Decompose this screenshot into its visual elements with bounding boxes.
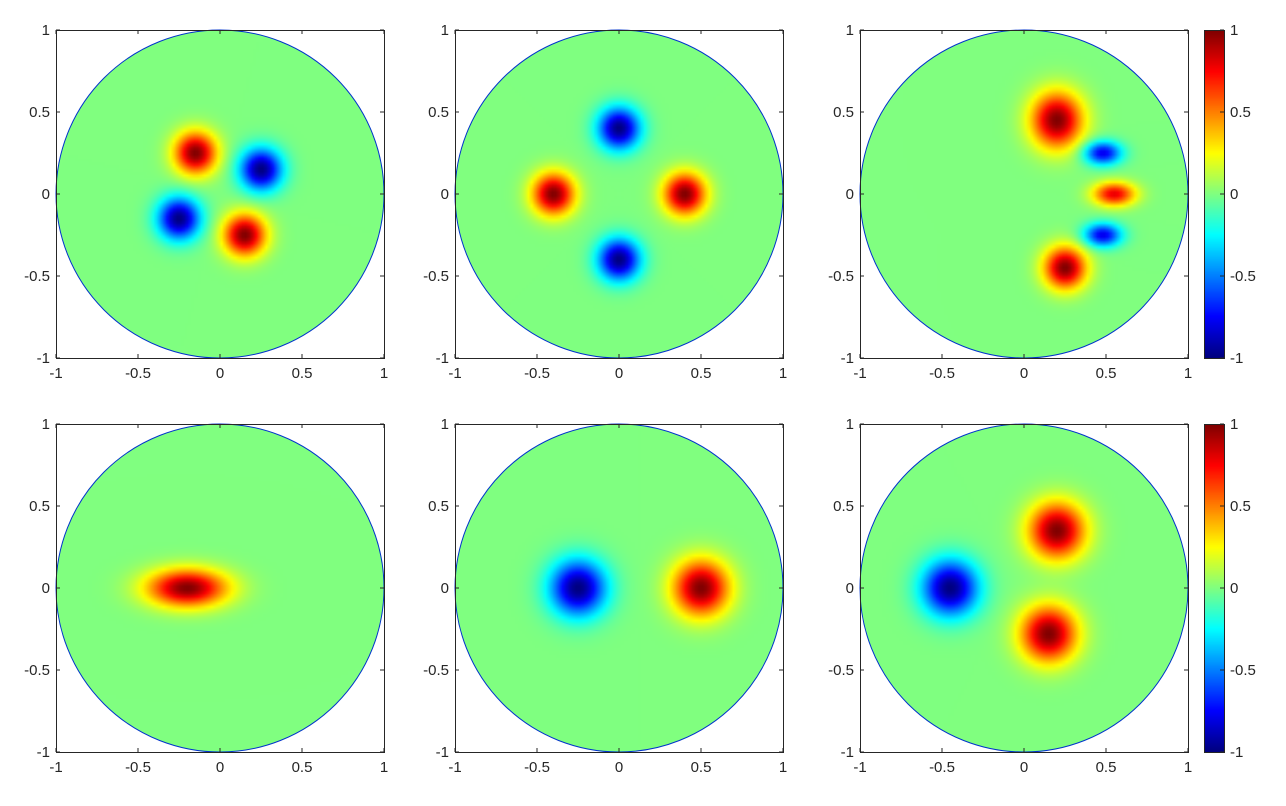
x-tick-label: 1 xyxy=(1184,365,1192,382)
colorbar-tick-label: 0 xyxy=(1230,580,1238,597)
colorbar-tick-label: -1 xyxy=(1230,744,1243,761)
colorbar-tick-label: -1 xyxy=(1230,350,1243,367)
colorbar-gradient xyxy=(1204,30,1224,358)
field-heatmap xyxy=(455,424,783,752)
y-tick-label: -0.5 xyxy=(24,662,50,679)
y-tick-label: 0 xyxy=(441,186,449,203)
y-tick-label: 0 xyxy=(42,186,50,203)
y-tick-label: 0 xyxy=(846,580,854,597)
x-tick-label: 0 xyxy=(216,759,224,776)
x-tick-label: -1 xyxy=(49,759,62,776)
field-heatmap xyxy=(56,424,384,752)
x-tick-label: -1 xyxy=(49,365,62,382)
x-tick-label: -0.5 xyxy=(125,759,151,776)
x-tick-label: 0 xyxy=(1020,759,1028,776)
colorbar-tick-label: -0.5 xyxy=(1230,662,1256,679)
field-heatmap xyxy=(860,30,1188,358)
colorbar-tick-label: 1 xyxy=(1230,416,1238,433)
colorbar-tick-label: -0.5 xyxy=(1230,268,1256,285)
x-tick-label: 0 xyxy=(615,365,623,382)
x-tick-label: 1 xyxy=(779,365,787,382)
y-tick-label: 0.5 xyxy=(833,104,854,121)
y-tick-label: 0.5 xyxy=(29,104,50,121)
y-tick-label: -0.5 xyxy=(828,268,854,285)
y-tick-label: 0.5 xyxy=(29,498,50,515)
y-tick-label: 0.5 xyxy=(833,498,854,515)
colorbar: 1 0.5 0 -0.5 -1 xyxy=(1204,416,1256,761)
colorbar-box xyxy=(1204,30,1225,359)
colorbar-tick-label: 0.5 xyxy=(1230,104,1251,121)
field-heatmap xyxy=(860,424,1188,752)
x-tick-label: 0.5 xyxy=(1096,759,1117,776)
x-tick-label: 0.5 xyxy=(691,759,712,776)
y-tick-label: -1 xyxy=(37,350,50,367)
x-tick-label: -0.5 xyxy=(524,365,550,382)
y-tick-label: 0 xyxy=(42,580,50,597)
y-tick-label: 0 xyxy=(846,186,854,203)
x-tick-label: 0.5 xyxy=(292,365,313,382)
y-tick-label: -1 xyxy=(436,350,449,367)
x-tick-label: 0 xyxy=(216,365,224,382)
x-tick-label: 1 xyxy=(1184,759,1192,776)
colorbar-box xyxy=(1204,424,1225,753)
colorbar-tick-label: 0.5 xyxy=(1230,498,1251,515)
y-tick-label: 1 xyxy=(441,416,449,433)
x-tick-label: -1 xyxy=(448,759,461,776)
field-heatmap xyxy=(56,30,384,358)
colorbar: 1 0.5 0 -0.5 -1 xyxy=(1204,22,1256,367)
x-tick-label: -0.5 xyxy=(929,759,955,776)
x-tick-label: 0.5 xyxy=(1096,365,1117,382)
colorbar-gradient xyxy=(1204,424,1224,752)
subplot-1: -1 -0.5 0 0.5 1 1 0.5 0 -0.5 -1 xyxy=(24,22,388,382)
subplot-4: -1 -0.5 0 0.5 1 1 0.5 0 -0.5 -1 xyxy=(24,416,388,776)
x-tick-label: -0.5 xyxy=(125,365,151,382)
x-tick-label: 0.5 xyxy=(292,759,313,776)
y-tick-label: 0 xyxy=(441,580,449,597)
y-tick-label: 0.5 xyxy=(428,498,449,515)
x-tick-label: 0 xyxy=(615,759,623,776)
x-tick-label: -0.5 xyxy=(929,365,955,382)
y-tick-label: -1 xyxy=(436,744,449,761)
y-tick-label: -0.5 xyxy=(423,662,449,679)
y-tick-label: 1 xyxy=(441,22,449,39)
y-tick-label: 1 xyxy=(846,416,854,433)
y-tick-label: 1 xyxy=(846,22,854,39)
y-tick-label: -1 xyxy=(37,744,50,761)
x-tick-label: -1 xyxy=(853,759,866,776)
subplot-5: -1 -0.5 0 0.5 1 1 0.5 0 -0.5 -1 xyxy=(423,416,787,776)
x-tick-label: 1 xyxy=(380,759,388,776)
x-tick-label: -0.5 xyxy=(524,759,550,776)
y-tick-label: -0.5 xyxy=(423,268,449,285)
subplot-6: -1 -0.5 0 0.5 1 1 0.5 0 -0.5 -1 1 0.5 0 -0.5 -1 xyxy=(828,416,1256,776)
y-tick-label: 1 xyxy=(42,22,50,39)
y-tick-label: -0.5 xyxy=(24,268,50,285)
y-tick-label: 1 xyxy=(42,416,50,433)
field-heatmap xyxy=(455,30,783,358)
x-tick-label: 1 xyxy=(380,365,388,382)
x-tick-label: 0 xyxy=(1020,365,1028,382)
x-tick-label: -1 xyxy=(853,365,866,382)
x-tick-label: -1 xyxy=(448,365,461,382)
subplot-3: -1 -0.5 0 0.5 1 1 0.5 0 -0.5 -1 1 0.5 0 -0.5 -1 xyxy=(828,22,1256,382)
x-tick-label: 0.5 xyxy=(691,365,712,382)
y-tick-label: -0.5 xyxy=(828,662,854,679)
y-tick-label: -1 xyxy=(841,350,854,367)
x-tick-label: 1 xyxy=(779,759,787,776)
colorbar-tick-label: 0 xyxy=(1230,186,1238,203)
colorbar-tick-label: 1 xyxy=(1230,22,1238,39)
y-tick-label: 0.5 xyxy=(428,104,449,121)
subplot-2: -1 -0.5 0 0.5 1 1 0.5 0 -0.5 -1 xyxy=(423,22,787,382)
y-tick-label: -1 xyxy=(841,744,854,761)
